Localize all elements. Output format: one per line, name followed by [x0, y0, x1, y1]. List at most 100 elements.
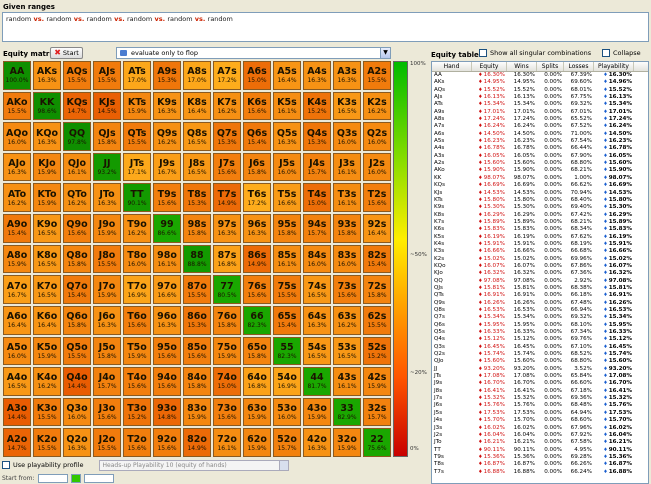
matrix-cell-k2o[interactable]: K2o 15.5%	[33, 428, 61, 457]
matrix-cell-76o[interactable]: 76o 15.8%	[213, 305, 241, 335]
from-field[interactable]	[37, 474, 68, 483]
column-header-splits[interactable]: Splits	[537, 62, 564, 71]
matrix-cell-53o[interactable]: 53o 16.0%	[273, 397, 301, 427]
matrix-cell-92o[interactable]: 92o 15.6%	[153, 428, 181, 457]
matrix-cell-aks[interactable]: AKs 16.3%	[33, 61, 61, 90]
matrix-cell-66[interactable]: 66 82.3%	[243, 305, 271, 335]
matrix-cell-55[interactable]: 55 82.3%	[273, 336, 301, 366]
matrix-cell-k4o[interactable]: K4o 16.2%	[33, 367, 61, 396]
matrix-cell-k8o[interactable]: K8o 16.5%	[33, 244, 61, 274]
matrix-cell-j5o[interactable]: J5o 15.8%	[93, 336, 121, 366]
table-row[interactable]: AA16.30%16.30%0.00%67.39%16.30%	[432, 72, 648, 79]
matrix-cell-a9o[interactable]: A9o 15.4%	[3, 214, 31, 243]
matrix-cell-43o[interactable]: 43o 15.9%	[303, 397, 331, 427]
matrix-cell-97o[interactable]: 97o 16.6%	[153, 275, 181, 304]
chevron-down-icon[interactable]	[278, 460, 288, 470]
collapse-checkbox[interactable]	[602, 49, 610, 57]
start-button[interactable]: ✖ Start	[50, 47, 83, 59]
matrix-cell-t3s[interactable]: T3s 16.1%	[333, 183, 361, 213]
matrix-cell-63o[interactable]: 63o 15.9%	[243, 397, 271, 427]
table-row[interactable]: QJo15.60%15.60%0.00%68.80%15.60%	[432, 358, 648, 365]
matrix-cell-62o[interactable]: 62o 15.9%	[243, 428, 271, 457]
matrix-cell-97s[interactable]: 97s 16.3%	[213, 214, 241, 243]
matrix-cell-q6s[interactable]: Q6s 15.4%	[243, 122, 271, 151]
matrix-cell-t2s[interactable]: T2s 15.6%	[363, 183, 391, 213]
matrix-cell-a8s[interactable]: A8s 17.0%	[183, 61, 211, 90]
matrix-cell-a7s[interactable]: A7s 17.2%	[213, 61, 241, 90]
matrix-cell-a7o[interactable]: A7o 16.7%	[3, 275, 31, 304]
table-row[interactable]: T7s16.88%16.88%0.00%66.24%16.88%	[432, 469, 648, 476]
matrix-cell-j2o[interactable]: J2o 15.5%	[93, 428, 121, 457]
matrix-cell-96o[interactable]: 96o 16.3%	[153, 305, 181, 335]
matrix-cell-kk[interactable]: KK 98.6%	[33, 91, 61, 121]
matrix-cell-jto[interactable]: JTo 16.3%	[93, 183, 121, 213]
matrix-cell-75o[interactable]: 75o 15.9%	[213, 336, 241, 366]
matrix-cell-a4s[interactable]: A4s 16.3%	[303, 61, 331, 90]
matrix-cell-aqo[interactable]: AQo 16.0%	[3, 122, 31, 151]
matrix-cell-52o[interactable]: 52o 15.7%	[273, 428, 301, 457]
matrix-cell-a8o[interactable]: A8o 15.9%	[3, 244, 31, 274]
table-row[interactable]: ATs15.34%15.34%0.00%69.32%15.34%	[432, 101, 648, 108]
table-row[interactable]: K2s15.02%15.02%0.00%69.96%15.02%	[432, 256, 648, 263]
column-header-equity[interactable]: Equity	[472, 62, 507, 71]
matrix-cell-t5o[interactable]: T5o 15.9%	[123, 336, 151, 366]
matrix-cell-65s[interactable]: 65s 15.4%	[273, 305, 301, 335]
matrix-cell-98o[interactable]: 98o 16.1%	[153, 244, 181, 274]
matrix-cell-96s[interactable]: 96s 16.3%	[243, 214, 271, 243]
matrix-cell-q2s[interactable]: Q2s 16.0%	[363, 122, 391, 151]
matrix-cell-65o[interactable]: 65o 15.8%	[243, 336, 271, 366]
matrix-cell-72s[interactable]: 72s 15.8%	[363, 275, 391, 304]
table-row[interactable]: A7s16.24%16.24%0.00%67.52%16.24%	[432, 123, 648, 130]
matrix-cell-77[interactable]: 77 80.5%	[213, 275, 241, 304]
table-row[interactable]: AJs16.13%16.13%0.00%67.75%16.13%	[432, 94, 648, 101]
matrix-cell-85o[interactable]: 85o 15.6%	[183, 336, 211, 366]
matrix-cell-95o[interactable]: 95o 15.6%	[153, 336, 181, 366]
matrix-cell-k5s[interactable]: K5s 16.1%	[273, 91, 301, 121]
matrix-cell-q4o[interactable]: Q4o 14.4%	[63, 367, 91, 396]
matrix-cell-ako[interactable]: AKo 15.5%	[3, 91, 31, 121]
matrix-cell-ajo[interactable]: AJo 16.3%	[3, 152, 31, 182]
matrix-cell-q3s[interactable]: Q3s 16.0%	[333, 122, 361, 151]
matrix-cell-86o[interactable]: 86o 15.3%	[183, 305, 211, 335]
matrix-cell-t8s[interactable]: T8s 15.3%	[183, 183, 211, 213]
column-header-playability[interactable]: Playability	[594, 62, 634, 71]
table-row[interactable]: J5s17.53%17.53%0.00%64.94%17.53%	[432, 410, 648, 417]
matrix-cell-j9s[interactable]: J9s 16.7%	[153, 152, 181, 182]
matrix-cell-ats[interactable]: ATs 17.0%	[123, 61, 151, 90]
matrix-cell-k3o[interactable]: K3o 15.5%	[33, 397, 61, 427]
matrix-cell-82o[interactable]: 82o 14.9%	[183, 428, 211, 457]
matrix-cell-74s[interactable]: 74s 16.5%	[303, 275, 331, 304]
matrix-cell-k7o[interactable]: K7o 16.5%	[33, 275, 61, 304]
matrix-cell-jts[interactable]: JTs 17.1%	[123, 152, 151, 182]
matrix-cell-95s[interactable]: 95s 15.8%	[273, 214, 301, 243]
matrix-cell-43s[interactable]: 43s 16.1%	[333, 367, 361, 396]
matrix-cell-q4s[interactable]: Q4s 15.3%	[303, 122, 331, 151]
matrix-cell-87o[interactable]: 87o 15.5%	[183, 275, 211, 304]
matrix-cell-qts[interactable]: QTs 15.5%	[123, 122, 151, 151]
table-row[interactable]: KQs16.69%16.69%0.00%66.62%16.69%	[432, 182, 648, 189]
matrix-cell-q3o[interactable]: Q3o 16.0%	[63, 397, 91, 427]
matrix-cell-jj[interactable]: JJ 93.2%	[93, 152, 121, 182]
ranges-input[interactable]: random vs. random vs. random vs. random …	[2, 12, 649, 42]
matrix-cell-72o[interactable]: 72o 16.1%	[213, 428, 241, 457]
matrix-cell-53s[interactable]: 53s 16.5%	[333, 336, 361, 366]
matrix-cell-t4o[interactable]: T4o 15.6%	[123, 367, 151, 396]
matrix-cell-32o[interactable]: 32o 15.9%	[333, 428, 361, 457]
